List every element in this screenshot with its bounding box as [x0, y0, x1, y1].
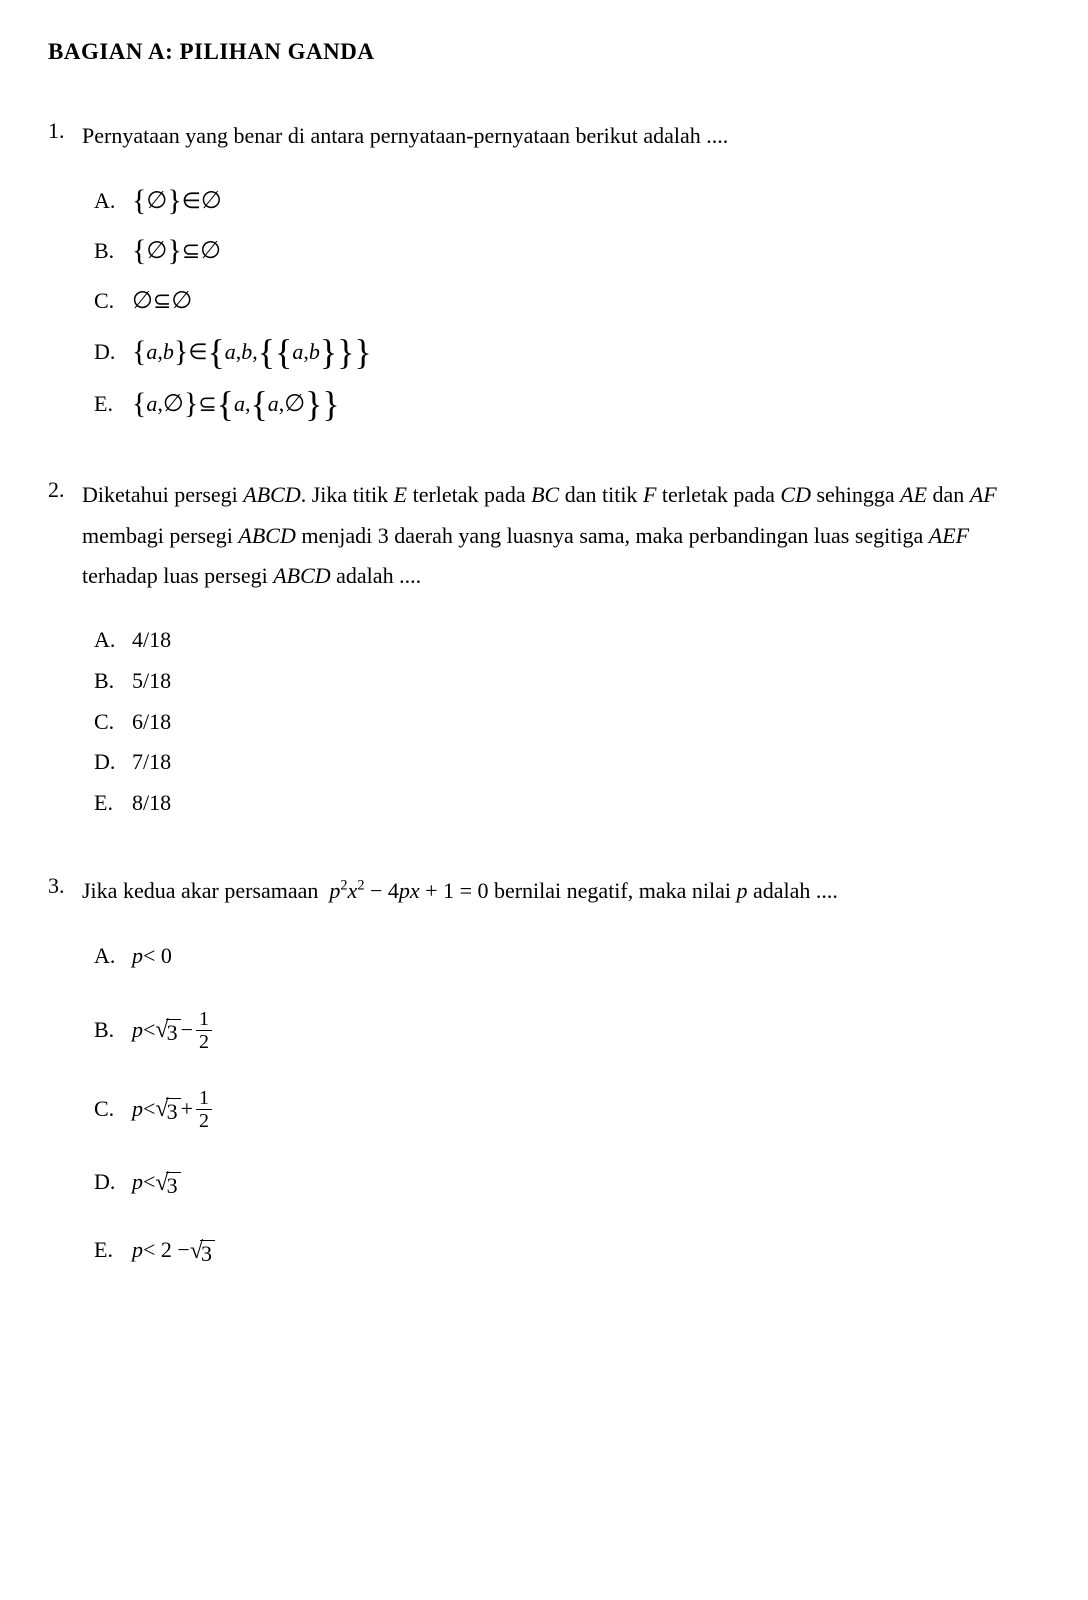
question-stem: Diketahui persegi ABCD. Jika titik E ter… [82, 475, 1040, 597]
option: C.∅ ⊆ ∅ [94, 285, 1040, 319]
option-body: 6/18 [132, 707, 1040, 738]
option-body: {∅} ∈ ∅ [132, 185, 1040, 219]
option-letter: A. [94, 186, 132, 217]
option: C.6/18 [94, 707, 1040, 738]
option-body: p < √3 + 12 [132, 1087, 1040, 1132]
section-title: BAGIAN A: PILIHAN GANDA [48, 36, 1040, 68]
option-body: p < √3 − 12 [132, 1008, 1040, 1053]
option: E.{a,∅} ⊆ {a,{a,∅}} [94, 387, 1040, 423]
option: B.5/18 [94, 666, 1040, 697]
option-letter: D. [94, 1167, 132, 1198]
option-body: {a,∅} ⊆ {a,{a,∅}} [132, 387, 1040, 423]
option-list: A.{∅} ∈ ∅B.{∅} ⊆ ∅C.∅ ⊆ ∅D.{a,b} ∈ {a,b,… [94, 185, 1040, 423]
option-body: 4/18 [132, 625, 1040, 656]
option: D.7/18 [94, 747, 1040, 778]
option: B.p < √3 − 12 [94, 1008, 1040, 1053]
option: C.p < √3 + 12 [94, 1087, 1040, 1132]
option-body: {a,b} ∈ {a,b,{{a,b}}} [132, 335, 1040, 371]
option-letter: A. [94, 625, 132, 656]
option-letter: D. [94, 747, 132, 778]
option-body: p < 2 − √3 [132, 1235, 1040, 1266]
option: D.p < √3 [94, 1166, 1040, 1200]
option-letter: E. [94, 788, 132, 819]
option-list: A.4/18B.5/18C.6/18D.7/18E.8/18 [94, 625, 1040, 819]
option: A.{∅} ∈ ∅ [94, 185, 1040, 219]
option: E.8/18 [94, 788, 1040, 819]
option-letter: E. [94, 389, 132, 420]
option-body: {∅} ⊆ ∅ [132, 235, 1040, 269]
option-letter: C. [94, 286, 132, 317]
option-letter: B. [94, 666, 132, 697]
option-body: 7/18 [132, 747, 1040, 778]
question-header: 3.Jika kedua akar persamaan p2x2 − 4px +… [48, 871, 1040, 912]
option: A.4/18 [94, 625, 1040, 656]
question-header: 2.Diketahui persegi ABCD. Jika titik E t… [48, 475, 1040, 597]
option-body: p < √3 [132, 1167, 1040, 1198]
option-body: p < 0 [132, 941, 1040, 972]
option-letter: D. [94, 337, 132, 368]
question-header: 1.Pernyataan yang benar di antara pernya… [48, 116, 1040, 157]
question-number: 2. [48, 475, 82, 506]
question: 3.Jika kedua akar persamaan p2x2 − 4px +… [48, 871, 1040, 1268]
question-stem: Jika kedua akar persamaan p2x2 − 4px + 1… [82, 871, 1040, 912]
option-list: A.p < 0B.p < √3 − 12C.p < √3 + 12D.p < √… [94, 940, 1040, 1268]
option-letter: B. [94, 236, 132, 267]
question: 2.Diketahui persegi ABCD. Jika titik E t… [48, 475, 1040, 819]
option: D.{a,b} ∈ {a,b,{{a,b}}} [94, 335, 1040, 371]
question-stem: Pernyataan yang benar di antara pernyata… [82, 116, 1040, 157]
option: B.{∅} ⊆ ∅ [94, 235, 1040, 269]
question-number: 1. [48, 116, 82, 147]
option-body: 5/18 [132, 666, 1040, 697]
questions-container: 1.Pernyataan yang benar di antara pernya… [48, 116, 1040, 1267]
option-letter: C. [94, 1094, 132, 1125]
question-number: 3. [48, 871, 82, 902]
question: 1.Pernyataan yang benar di antara pernya… [48, 116, 1040, 423]
option-letter: E. [94, 1235, 132, 1266]
option-letter: B. [94, 1015, 132, 1046]
option-body: 8/18 [132, 788, 1040, 819]
option: A.p < 0 [94, 940, 1040, 974]
option-letter: A. [94, 941, 132, 972]
option: E.p < 2 − √3 [94, 1234, 1040, 1268]
option-letter: C. [94, 707, 132, 738]
option-body: ∅ ⊆ ∅ [132, 285, 1040, 319]
